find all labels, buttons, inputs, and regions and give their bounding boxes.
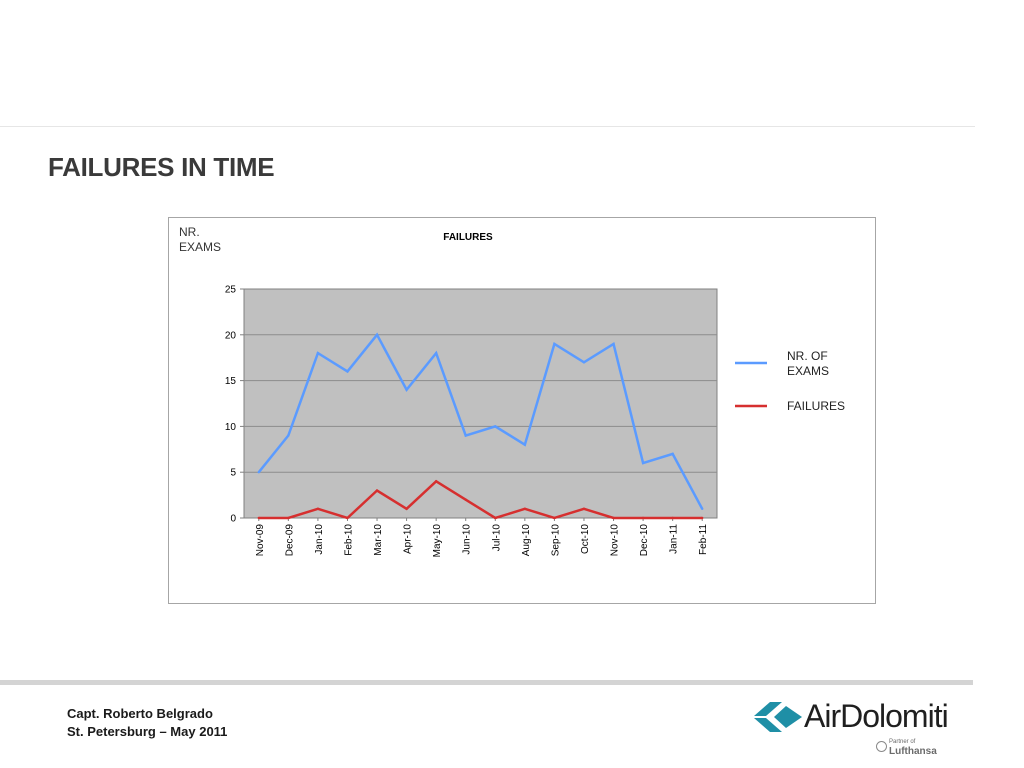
failures-data-point — [375, 489, 379, 492]
failures-data-point — [671, 516, 674, 520]
x-tick-label: Dec-10 — [639, 524, 650, 557]
exams-data-point — [375, 333, 379, 336]
top-divider — [0, 126, 975, 127]
x-tick-label: Jan-10 — [314, 524, 325, 555]
failures-data-point — [287, 516, 290, 520]
legend-label-exams: NR. OF EXAMS — [787, 349, 829, 378]
x-tick-label: May-10 — [432, 524, 443, 558]
failures-data-point — [612, 516, 615, 520]
failures-data-point — [316, 507, 320, 511]
failures-data-point — [701, 516, 704, 520]
failures-chart: FAILURES NR. EXAMS 0 5 10 15 20 25 Nov-09 Dec-09 Ja… — [179, 225, 845, 558]
x-tick-label: Jan-11 — [669, 524, 680, 554]
lufthansa-crane-icon — [876, 741, 887, 752]
x-tick-label: Aug-10 — [521, 524, 532, 557]
y-tick-label: 25 — [225, 285, 237, 296]
y-tick-label: 0 — [230, 514, 236, 525]
failures-series-line — [258, 479, 703, 520]
failures-data-point — [641, 516, 645, 520]
failures-data-point — [553, 516, 556, 520]
chart-panel: FAILURES NR. EXAMS 0 5 10 15 20 25 Nov-09 Dec-09 Ja… — [168, 217, 876, 604]
failures-data-point — [257, 516, 260, 520]
lufthansa-label: Lufthansa — [889, 746, 937, 757]
failures-data-point — [405, 507, 408, 511]
x-tick-label: Apr-10 — [403, 524, 414, 554]
failures-data-point — [582, 507, 586, 511]
exams-data-point — [464, 434, 467, 437]
x-tick-label: Dec-09 — [284, 524, 295, 557]
exams-data-point — [346, 370, 349, 373]
failures-data-point — [523, 507, 527, 511]
x-tick-label: Jun-10 — [462, 524, 473, 555]
x-tick-label: Mar-10 — [373, 524, 384, 556]
failures-data-point — [434, 480, 438, 483]
exams-data-point — [582, 361, 586, 364]
partner-of-label: Partner of — [889, 739, 916, 745]
exams-series-line — [257, 332, 704, 510]
exams-data-point — [612, 342, 615, 346]
x-tick-label: Oct-10 — [580, 524, 591, 554]
author-name: Capt. Roberto Belgrado — [67, 706, 213, 721]
exams-data-point — [316, 351, 320, 355]
x-tick-label: Sep-10 — [550, 524, 561, 557]
exams-data-point — [671, 452, 674, 456]
exams-data-point — [494, 425, 497, 428]
exams-data-point — [434, 351, 438, 355]
x-tick-label: Feb-10 — [343, 524, 354, 556]
air-dolomiti-emblem-icon — [754, 702, 802, 732]
exams-data-point — [405, 388, 408, 391]
partner-badge: Partner of Lufthansa — [889, 739, 949, 758]
slide-title: FAILURES IN TIME — [48, 152, 275, 182]
legend-label-failures: FAILURES — [787, 399, 845, 413]
exams-data-point — [257, 471, 260, 474]
y-tick-label: 10 — [225, 422, 237, 433]
x-tick-label: Nov-10 — [610, 524, 621, 557]
exams-data-point — [287, 434, 290, 437]
chart-title: FAILURES — [443, 232, 493, 243]
exams-data-point — [701, 507, 704, 511]
event-location-date: St. Petersburg – May 2011 — [67, 724, 228, 739]
x-tick-label: Nov-09 — [255, 524, 266, 557]
logo-wordmark: AirDolomiti — [804, 698, 949, 734]
exams-data-point — [553, 342, 556, 346]
x-tick-label: Jul-10 — [491, 524, 502, 552]
exams-data-point — [641, 461, 645, 465]
failures-data-point — [494, 516, 497, 520]
failures-data-point — [346, 516, 349, 520]
exams-data-point — [523, 443, 527, 446]
y-tick-label: 15 — [225, 376, 237, 387]
y-tick-label: 5 — [230, 468, 236, 479]
plot-area — [243, 288, 718, 519]
footer-credits: Capt. Roberto Belgrado St. Petersburg – … — [67, 705, 227, 741]
y-tick-label: 20 — [225, 330, 237, 341]
air-dolomiti-logo: AirDolomiti Partner of Lufthansa — [752, 696, 952, 758]
failures-data-point — [464, 498, 467, 501]
footer-divider — [0, 680, 973, 685]
x-tick-label: Feb-11 — [698, 524, 709, 555]
y-axis-label: NR. EXAMS — [179, 225, 221, 254]
